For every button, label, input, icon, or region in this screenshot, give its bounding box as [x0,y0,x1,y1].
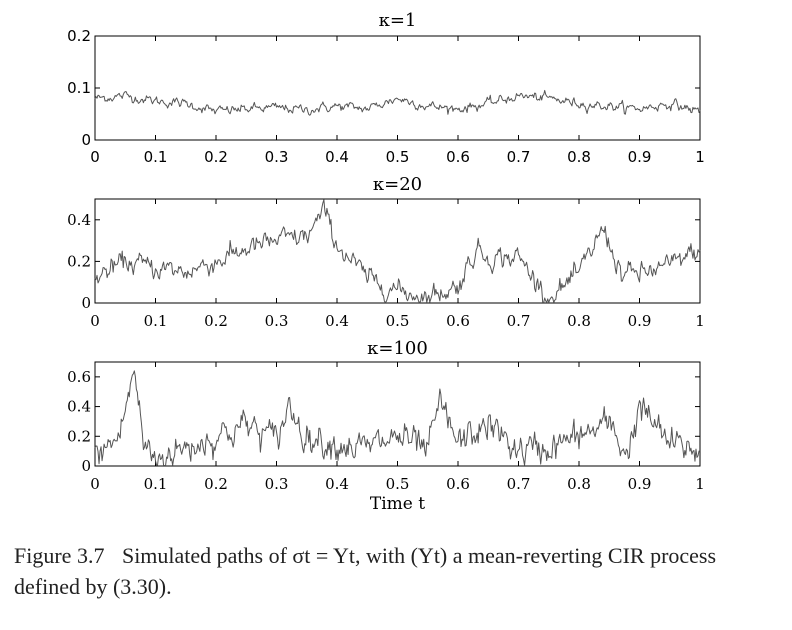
x-tick-label: 0.5 [386,475,410,493]
x-tick-label: 0.7 [507,475,531,493]
x-tick-label: 0.4 [325,312,349,330]
x-tick-label: 1 [695,148,705,166]
x-tick-label: 0.2 [204,148,228,166]
series-line [94,370,701,466]
x-tick-label: 0.3 [265,148,289,166]
x-tick-label: 0.1 [144,148,168,166]
y-tick-label: 0.6 [67,368,91,386]
y-tick-label: 0.2 [67,252,91,270]
y-tick-label: 0.4 [67,398,91,416]
y-tick-label: 0 [81,457,91,475]
chart-title: κ=20 [373,174,422,195]
x-tick-label: 0.8 [567,312,591,330]
chart-title: κ=100 [367,338,428,359]
x-tick-label: 0.9 [628,312,652,330]
chart-panel-3: κ=100 0 0.1 0.2 0.3 0.4 0.5 0.6 0.7 0.8 0.9 1 0 0.2 0.… [67,338,705,514]
x-tick-label: 0.6 [446,148,470,166]
x-tick-label: 0.5 [386,148,410,166]
x-tick-label: 1 [695,312,705,330]
x-tick-label: 0.2 [204,312,228,330]
chart-title: κ=1 [379,10,417,31]
x-tick-label: 0 [90,312,100,330]
y-tick-label: 0.2 [67,27,91,45]
y-tick-label: 0.2 [67,427,91,445]
y-tick-label: 0.4 [67,211,91,229]
x-tick-label: 0.9 [628,475,652,493]
x-tick-label: 0.4 [325,148,349,166]
x-tick-label: 0.2 [204,475,228,493]
x-tick-label: 0.3 [265,475,289,493]
x-tick-label: 0.7 [507,148,531,166]
x-tick-label: 0.1 [144,312,168,330]
caption-text: Simulated paths of σt = Yt, with (Yt) a … [14,543,717,599]
x-tick-label: 0.8 [567,475,591,493]
x-tick-label: 0.1 [144,475,168,493]
y-tick-label: 0 [81,131,91,149]
figure-caption: Figure 3.7 Simulated paths of σt = Yt, w… [14,540,774,602]
x-tick-label: 1 [695,475,705,493]
chart-panel-1: κ=1 0 0.1 0.2 0.3 0.4 0.5 0.6 0.7 0.8 0.9 1 0 0.1 0.2 [67,10,705,166]
x-tick-label: 0.6 [446,475,470,493]
x-tick-label: 0.5 [386,312,410,330]
x-axis-label: Time t [370,494,425,514]
y-tick-label: 0.1 [67,79,91,97]
x-tick-label: 0.4 [325,475,349,493]
cir-paths-figure: κ=10 0.1 0.2 0.3 0.4 0.5 0.6 0.7 0.8 0.9 100.10.2κ… [67,10,705,514]
x-tick-label: 0.3 [265,312,289,330]
x-tick-label: 0 [90,475,100,493]
x-tick-label: 0.7 [507,312,531,330]
plot-frame [94,361,701,467]
x-tick-label: 0.6 [446,312,470,330]
series-line [94,89,701,116]
series-line [94,199,701,303]
x-tick-label: 0.9 [628,148,652,166]
caption-figure-number: Figure 3.7 [14,543,105,568]
chart-panel-2: κ=20 0 0.1 0.2 0.3 0.4 0.5 0.6 0.7 0.8 0.9 1 0 0.2 0.4 [67,174,705,330]
x-tick-label: 0.8 [567,148,591,166]
y-tick-label: 0 [81,294,91,312]
plot-frame [94,35,701,141]
x-tick-label: 0 [90,148,100,166]
